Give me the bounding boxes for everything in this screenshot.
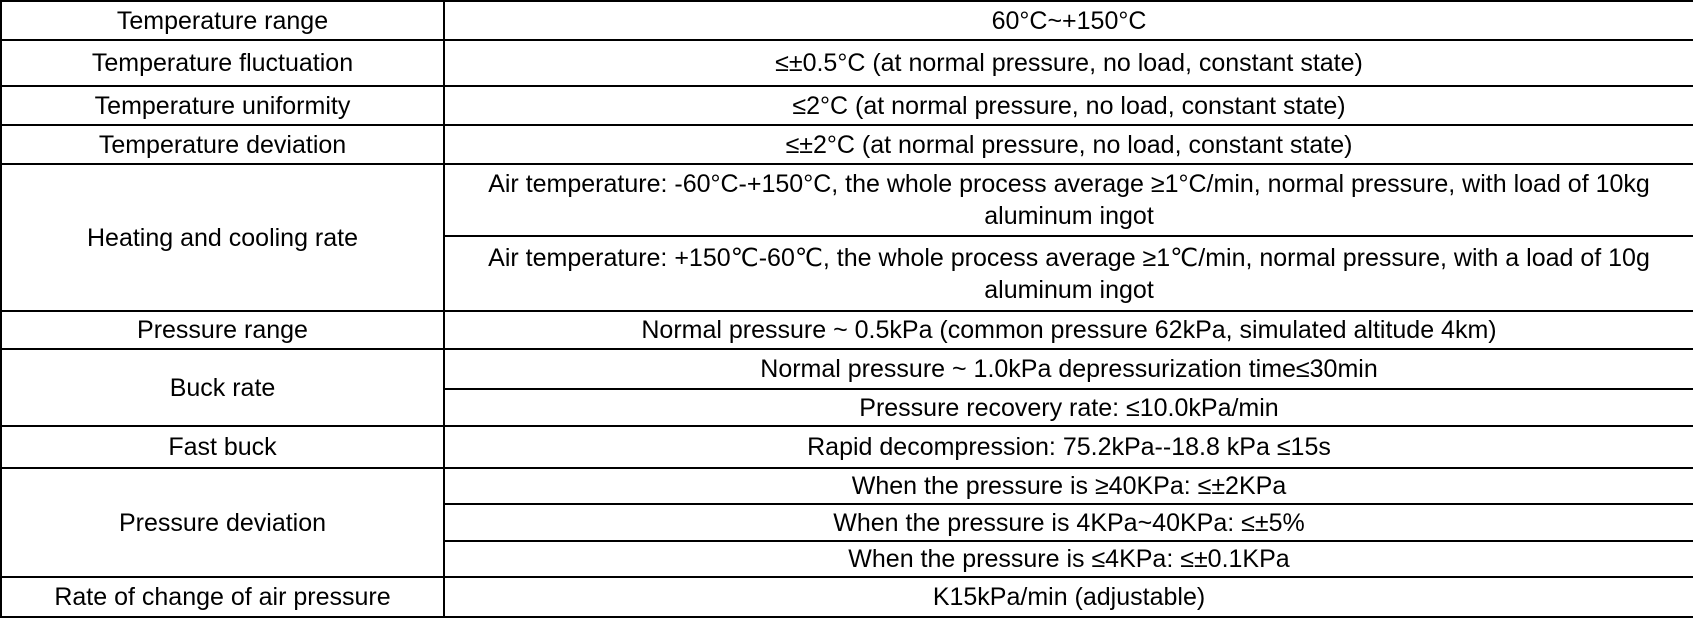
spec-value-pressure-deviation-mid: When the pressure is 4KPa~40KPa: ≤±5% bbox=[443, 503, 1693, 542]
spec-label-rate-of-change-air-pressure: Rate of change of air pressure bbox=[0, 576, 445, 618]
spec-value-heating-rate: Air temperature: -60°C-+150°C, the whole… bbox=[443, 163, 1693, 237]
spec-value-temperature-range: 60°C~+150°C bbox=[443, 0, 1693, 41]
spec-label-temperature-uniformity: Temperature uniformity bbox=[0, 85, 445, 126]
spec-label-temperature-deviation: Temperature deviation bbox=[0, 124, 445, 165]
table-row: When the pressure is 4KPa~40KPa: ≤±5% bbox=[1, 503, 1693, 542]
spec-label-heating-cooling-rate: Heating and cooling rate bbox=[0, 163, 445, 312]
spec-value-pressure-deviation-low: When the pressure is ≤4KPa: ≤±0.1KPa bbox=[443, 540, 1693, 578]
table-row: Fast buck Rapid decompression: 75.2kPa--… bbox=[0, 425, 1693, 469]
table-row: Temperature fluctuation ≤±0.5°C (at norm… bbox=[0, 39, 1693, 87]
spec-value-rate-of-change-air-pressure: K15kPa/min (adjustable) bbox=[443, 576, 1693, 618]
spec-label-pressure-deviation: Pressure deviation bbox=[0, 467, 445, 578]
table-row: Temperature uniformity ≤2°C (at normal p… bbox=[0, 85, 1693, 126]
table-row: Pressure range Normal pressure ~ 0.5kPa … bbox=[0, 310, 1693, 350]
spec-value-buck-rate-recovery: Pressure recovery rate: ≤10.0kPa/min bbox=[443, 388, 1693, 427]
spec-value-temperature-deviation: ≤±2°C (at normal pressure, no load, cons… bbox=[443, 124, 1693, 165]
spec-value-temperature-uniformity: ≤2°C (at normal pressure, no load, const… bbox=[443, 85, 1693, 126]
spec-value-cooling-rate: Air temperature: +150℃-60℃, the whole pr… bbox=[443, 235, 1693, 312]
table-row: When the pressure is ≤4KPa: ≤±0.1KPa bbox=[1, 540, 1693, 578]
spec-value-pressure-deviation-high: When the pressure is ≥40KPa: ≤±2KPa bbox=[443, 467, 1693, 505]
table-row: Temperature range 60°C~+150°C bbox=[0, 0, 1693, 41]
spec-value-pressure-range: Normal pressure ~ 0.5kPa (common pressur… bbox=[443, 310, 1693, 350]
table-row: Heating and cooling rate Air temperature… bbox=[0, 163, 1693, 312]
table-row: Pressure deviation When the pressure is … bbox=[0, 467, 1693, 578]
spec-value-buck-rate-depressurization: Normal pressure ~ 1.0kPa depressurizatio… bbox=[443, 348, 1693, 390]
table-row: Buck rate Normal pressure ~ 1.0kPa depre… bbox=[0, 348, 1693, 427]
spec-label-temperature-range: Temperature range bbox=[0, 0, 445, 41]
spec-label-buck-rate: Buck rate bbox=[0, 348, 445, 427]
spec-value-fast-buck: Rapid decompression: 75.2kPa--18.8 kPa ≤… bbox=[443, 425, 1693, 469]
spec-label-fast-buck: Fast buck bbox=[0, 425, 445, 469]
table-row: Pressure recovery rate: ≤10.0kPa/min bbox=[1, 388, 1693, 427]
spec-label-temperature-fluctuation: Temperature fluctuation bbox=[0, 39, 445, 87]
spec-value-temperature-fluctuation: ≤±0.5°C (at normal pressure, no load, co… bbox=[443, 39, 1693, 87]
table-row: Rate of change of air pressure K15kPa/mi… bbox=[0, 576, 1693, 618]
table-row: Air temperature: +150℃-60℃, the whole pr… bbox=[1, 235, 1693, 312]
spec-label-pressure-range: Pressure range bbox=[0, 310, 445, 350]
table-row: Temperature deviation ≤±2°C (at normal p… bbox=[0, 124, 1693, 165]
